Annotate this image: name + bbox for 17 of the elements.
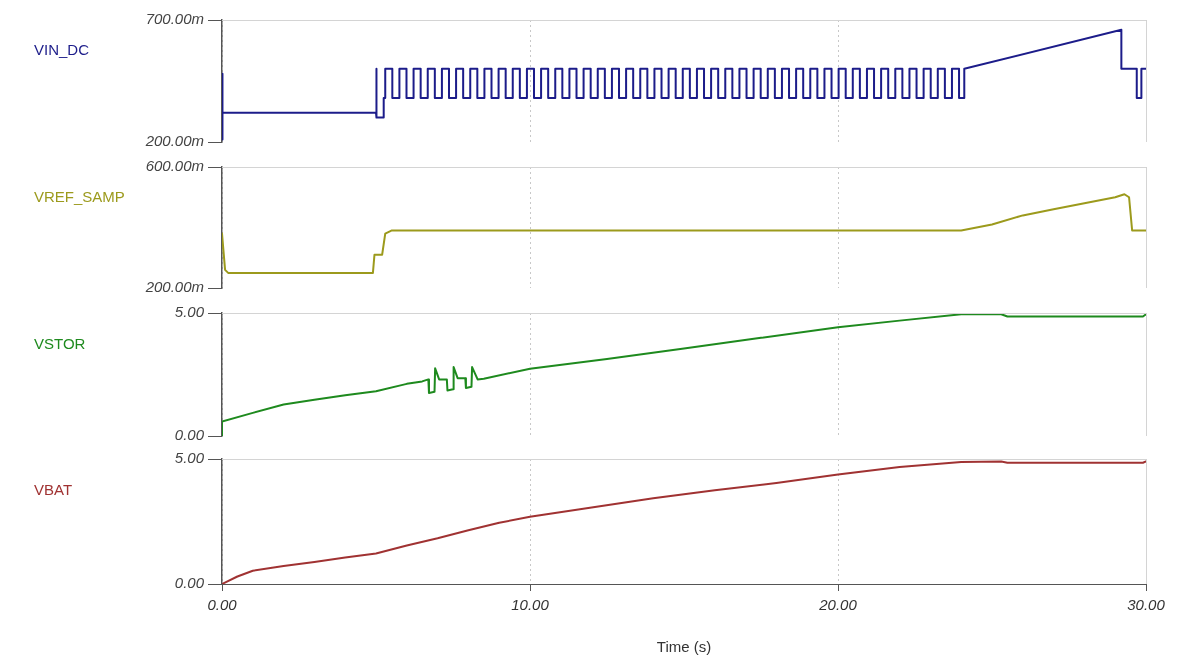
y-tick-label: 5.00 [174,303,205,321]
text: VSTOR [34,334,86,352]
x-tick-label: 10.00 [511,596,550,614]
y-tick-label: 0.00 [174,574,205,592]
y-tick-label: 5.00 [174,449,205,467]
x-tick-label: 20.00 [818,596,858,614]
y-tick-label: 700.00m [145,10,204,28]
y-tick-label: 200.00m [144,132,204,150]
y-tick-label: 0.00 [174,426,205,444]
x-tick-label: 30.00 [1127,596,1166,614]
text: VBAT [34,481,73,498]
text: VIN_DC [34,41,90,58]
x-tick-label: 0.00 [207,596,238,614]
y-tick-label: 600.00m [145,157,204,175]
text: VREF_SAMP [34,187,125,205]
y-tick-label: 200.00m [144,278,204,296]
x-axis-title: Time (s) [656,638,712,656]
